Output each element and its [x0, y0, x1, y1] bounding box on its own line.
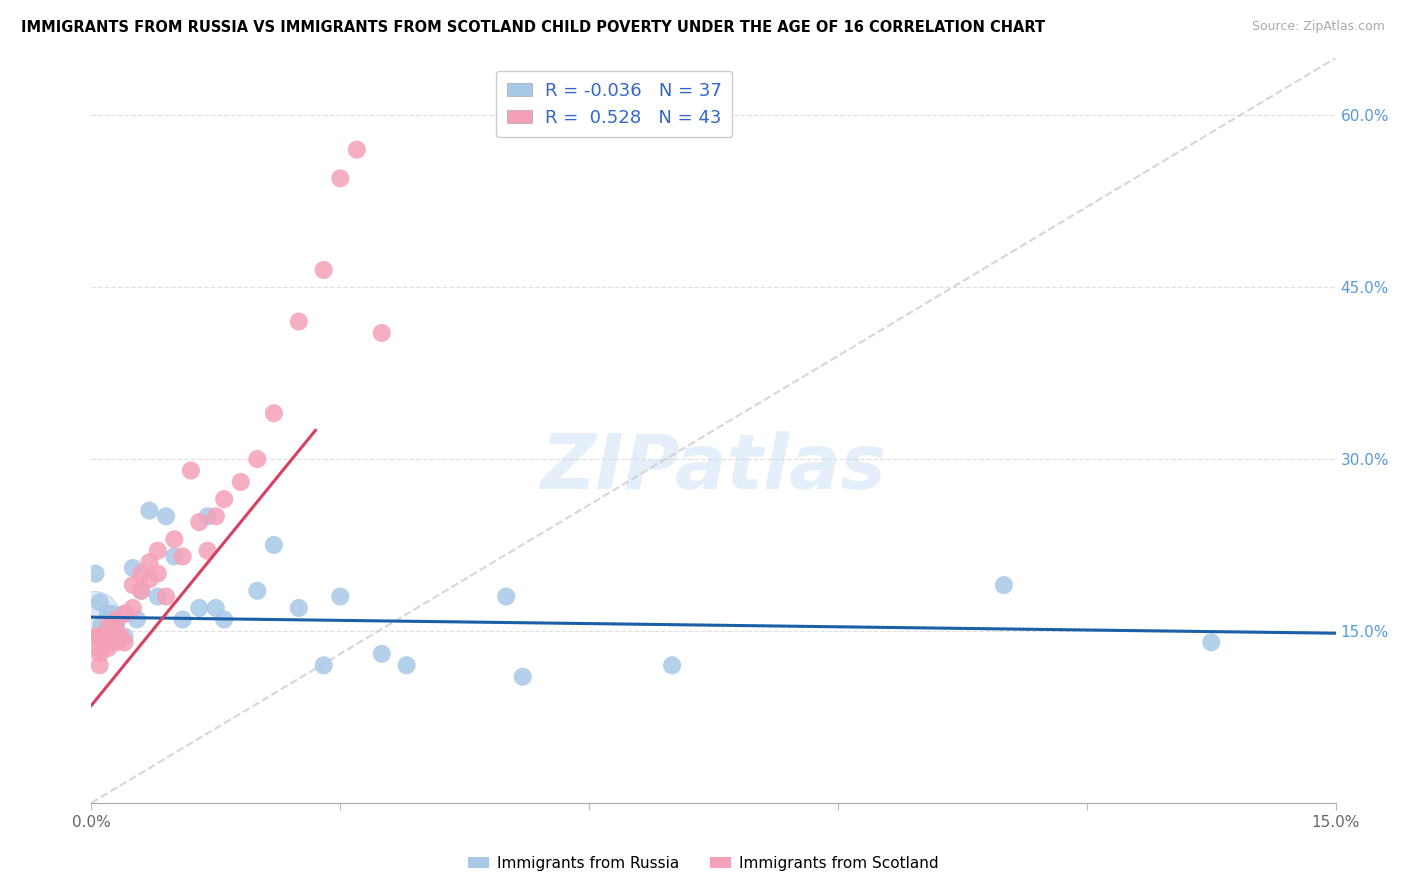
Point — [89, 647, 111, 661]
Point — [89, 595, 111, 609]
Point — [93, 630, 115, 644]
Point — [105, 635, 128, 649]
Point — [329, 590, 352, 604]
Point — [121, 561, 145, 575]
Point — [287, 601, 309, 615]
Point — [188, 601, 211, 615]
Point — [146, 543, 169, 558]
Point — [312, 263, 335, 277]
Point — [346, 143, 368, 157]
Text: IMMIGRANTS FROM RUSSIA VS IMMIGRANTS FROM SCOTLAND CHILD POVERTY UNDER THE AGE O: IMMIGRANTS FROM RUSSIA VS IMMIGRANTS FRO… — [21, 20, 1045, 35]
Point — [90, 618, 112, 632]
Point — [138, 573, 160, 587]
Point — [312, 658, 335, 673]
Point — [212, 492, 235, 507]
Point — [263, 538, 285, 552]
Point — [89, 658, 111, 673]
Point — [188, 515, 211, 529]
Point — [395, 658, 418, 673]
Point — [84, 630, 107, 644]
Point — [105, 618, 128, 632]
Point — [97, 635, 120, 649]
Point — [661, 658, 683, 673]
Point — [172, 549, 194, 564]
Point — [172, 612, 194, 626]
Point — [101, 607, 124, 621]
Point — [83, 610, 105, 624]
Point — [105, 612, 128, 626]
Point — [329, 171, 352, 186]
Point — [97, 618, 120, 632]
Point — [125, 612, 148, 626]
Point — [138, 503, 160, 517]
Point — [146, 566, 169, 581]
Point — [129, 583, 152, 598]
Point — [105, 630, 128, 644]
Point — [146, 590, 169, 604]
Point — [110, 630, 132, 644]
Point — [197, 543, 219, 558]
Point — [205, 601, 228, 615]
Point — [97, 607, 120, 621]
Point — [155, 509, 177, 524]
Point — [371, 647, 394, 661]
Text: ZIPatlas: ZIPatlas — [540, 431, 887, 505]
Point — [993, 578, 1015, 592]
Point — [114, 607, 136, 621]
Point — [180, 463, 202, 477]
Point — [495, 590, 517, 604]
Point — [129, 583, 152, 598]
Point — [205, 509, 228, 524]
Point — [197, 509, 219, 524]
Point — [246, 583, 269, 598]
Point — [263, 406, 285, 420]
Point — [129, 566, 152, 581]
Point — [246, 452, 269, 467]
Point — [89, 630, 111, 644]
Point — [229, 475, 252, 489]
Legend: R = -0.036   N = 37, R =  0.528   N = 43: R = -0.036 N = 37, R = 0.528 N = 43 — [496, 70, 733, 137]
Point — [84, 566, 107, 581]
Point — [105, 624, 128, 638]
Point — [121, 601, 145, 615]
Point — [121, 578, 145, 592]
Point — [114, 607, 136, 621]
Point — [163, 533, 186, 547]
Point — [93, 630, 115, 644]
Point — [114, 635, 136, 649]
Point — [138, 555, 160, 569]
Point — [163, 549, 186, 564]
Point — [512, 670, 534, 684]
Point — [287, 314, 309, 328]
Point — [114, 630, 136, 644]
Point — [1201, 635, 1223, 649]
Point — [212, 612, 235, 626]
Point — [97, 630, 120, 644]
Text: Source: ZipAtlas.com: Source: ZipAtlas.com — [1251, 20, 1385, 33]
Point — [155, 590, 177, 604]
Point — [89, 641, 111, 656]
Point — [97, 641, 120, 656]
Legend: Immigrants from Russia, Immigrants from Scotland: Immigrants from Russia, Immigrants from … — [461, 850, 945, 877]
Point — [371, 326, 394, 340]
